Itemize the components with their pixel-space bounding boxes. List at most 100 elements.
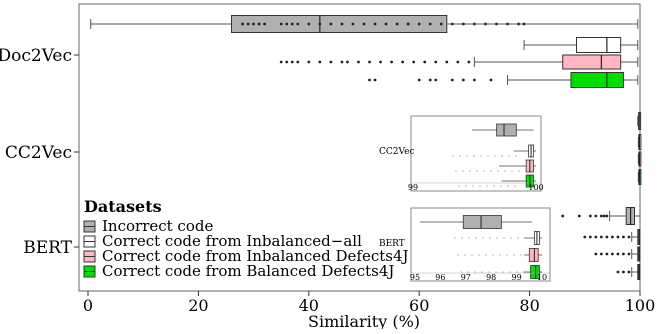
inset-box-iqr [462,215,502,229]
inset-outlier-point [514,185,516,187]
outlier-point [622,235,625,239]
y-group-label: CC2Vec [5,143,72,163]
box-cc2vec-0 [637,112,642,130]
outlier-point [467,60,471,64]
inset-box-iqr [496,123,517,137]
inset-box-0 [472,123,534,137]
outlier-point [285,22,289,26]
outlier-point [357,60,360,64]
outlier-point [484,22,487,26]
outlier-point [373,22,377,26]
box-bert-1 [583,229,641,245]
outlier-point [329,60,333,64]
outlier-point [434,78,438,82]
outlier-point [412,60,416,64]
inset-outlier-point [516,271,518,273]
inset-outlier-point [497,170,499,172]
outlier-point [594,252,598,256]
outlier-point [373,78,377,82]
outlier-point [379,60,382,64]
outlier-point [406,22,410,26]
outlier-point [434,60,438,64]
legend-label: Incorrect code [102,217,213,235]
inset-box-0 [420,215,532,229]
outlier-point [616,235,620,239]
inset-outlier-point [481,271,483,273]
inset-outlier-point [515,155,517,157]
outlier-point [290,22,294,26]
inset-outlier-point [455,170,457,172]
box-cc2vec-2 [637,151,642,167]
x-tick-label: 0 [83,296,93,315]
outlier-point [622,270,625,274]
outlier-point [439,22,443,26]
outlier-point [257,22,261,26]
outlier-point [599,214,603,218]
outlier-point [241,22,244,26]
inset-box-2 [524,248,542,262]
outlier-point [290,60,294,64]
inset-outlier-point [467,271,469,273]
outlier-point [605,235,609,239]
outlier-point [340,60,344,64]
box-cc2vec-1 [637,134,642,150]
inset-outlier-point [503,237,505,239]
inset-outlier-point [483,170,485,172]
inset-box-iqr [530,265,540,279]
inset-group-label: CC2Vec [379,147,415,157]
box-iqr [570,72,624,88]
outlier-point [599,252,603,256]
inset-outlier-point [509,271,511,273]
inset-outlier-point [507,185,509,187]
inset-tick-label: 97 [461,273,471,282]
inset-outlier-point [482,237,484,239]
outlier-point [506,22,509,26]
inset-cc2vec: CC2Vec 99 100 [379,115,544,192]
inset-outlier-point [460,271,462,273]
outlier-point [296,60,300,64]
main-panel [78,3,642,292]
inset-outlier-point [471,254,473,256]
outlier-point [395,22,399,26]
inset-outlier-point [485,254,487,256]
inset-outlier-point [501,155,503,157]
inset-box-1 [524,231,542,245]
outlier-point [279,22,283,26]
outlier-point [594,214,598,218]
outlier-point [252,22,256,26]
outlier-point [263,22,267,26]
inset-outlier-point [500,185,502,187]
inset-outlier-point [486,185,488,187]
outlier-point [368,78,371,82]
box-doc2vec-0 [90,15,639,33]
inset-outlier-point [466,155,468,157]
legend-title: Datasets [84,197,162,216]
inset-outlier-point [523,271,525,273]
inset-box-iqr [528,248,539,262]
legend-item: Correct code from Inbalanced−all [83,232,362,250]
outlier-point [517,22,520,26]
legend-item: Incorrect code [83,217,213,235]
x-tick-label: 80 [519,296,539,315]
outlier-point [461,78,465,82]
inset-outlier-point [496,237,498,239]
y-group-label: BERT [23,238,72,258]
inset-outlier-point [504,170,506,172]
inset-outlier-point [502,271,504,273]
outlier-point [307,22,311,26]
inset-bert: BERT 95 96 97 98 99 10 [379,207,551,282]
inset-outlier-point [474,271,476,273]
inset-outlier-point [508,155,510,157]
inset-outlier-point [465,185,467,187]
inset-outlier-point [480,155,482,157]
legend-item: Correct code from Inbalanced Defects4J [83,247,409,265]
outlier-point [351,22,355,26]
inset-outlier-point [495,271,497,273]
outlier-point [279,60,283,64]
inset-outlier-point [461,237,463,239]
outlier-point [611,252,614,256]
inset-tick-label: 99 [408,183,418,192]
x-axis-title: Similarity (%) [308,312,420,329]
